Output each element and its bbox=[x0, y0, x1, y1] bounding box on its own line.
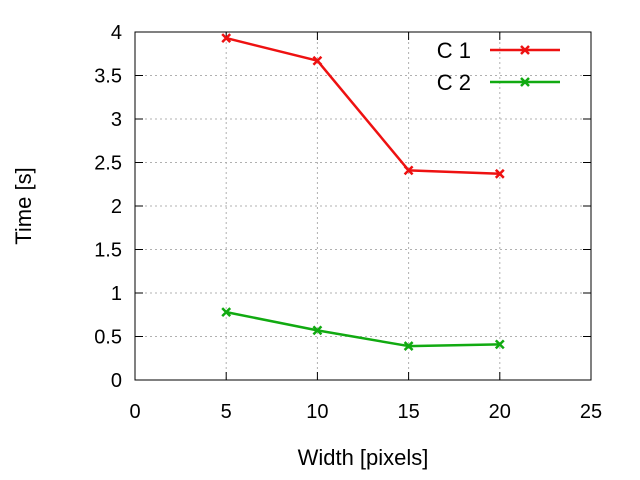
x-tick-label: 0 bbox=[129, 401, 140, 423]
data-point-marker bbox=[403, 165, 414, 176]
y-tick-label: 2 bbox=[111, 196, 122, 218]
y-tick-label: 1 bbox=[111, 283, 122, 305]
data-point-marker bbox=[403, 341, 414, 351]
legend: C 1C 2 bbox=[437, 38, 560, 95]
data-point-marker bbox=[494, 168, 505, 179]
data-point-marker bbox=[221, 307, 232, 318]
y-tick-label: 0 bbox=[111, 370, 122, 392]
x-tick-label: 25 bbox=[580, 401, 602, 423]
y-tick-label: 1.5 bbox=[94, 240, 122, 262]
legend-label: C 1 bbox=[437, 38, 471, 63]
x-axis-label: Width [pixels] bbox=[298, 445, 429, 470]
y-tick-label: 3 bbox=[111, 109, 122, 131]
x-tick-label: 10 bbox=[306, 401, 328, 423]
series-1 bbox=[221, 33, 505, 179]
y-tick-label: 3.5 bbox=[94, 66, 122, 88]
data-point-marker bbox=[312, 325, 323, 336]
x-tick-label: 5 bbox=[221, 401, 232, 423]
data-point-marker bbox=[221, 33, 232, 43]
series-line bbox=[225, 310, 500, 348]
axis-ticks: 0 0.5 1 1.5 2 2.5 3 3.5 4 0 5 10 15 20 25 bbox=[94, 22, 602, 423]
y-tick-label: 2.5 bbox=[94, 153, 122, 175]
legend-label: C 2 bbox=[437, 70, 471, 95]
data-point-marker bbox=[312, 55, 323, 66]
y-axis-label: Time [s] bbox=[11, 167, 36, 244]
legend-swatch-marker bbox=[520, 77, 530, 87]
legend-swatch-marker bbox=[520, 45, 530, 55]
gridlines bbox=[135, 32, 591, 380]
series-2 bbox=[221, 307, 505, 351]
x-tick-label: 15 bbox=[397, 401, 419, 423]
x-tick-label: 20 bbox=[489, 401, 511, 423]
y-tick-label: 4 bbox=[111, 22, 122, 44]
series-line bbox=[225, 36, 500, 176]
series-lines bbox=[221, 33, 505, 351]
data-point-marker bbox=[494, 339, 505, 350]
y-tick-label: 0.5 bbox=[94, 327, 122, 349]
